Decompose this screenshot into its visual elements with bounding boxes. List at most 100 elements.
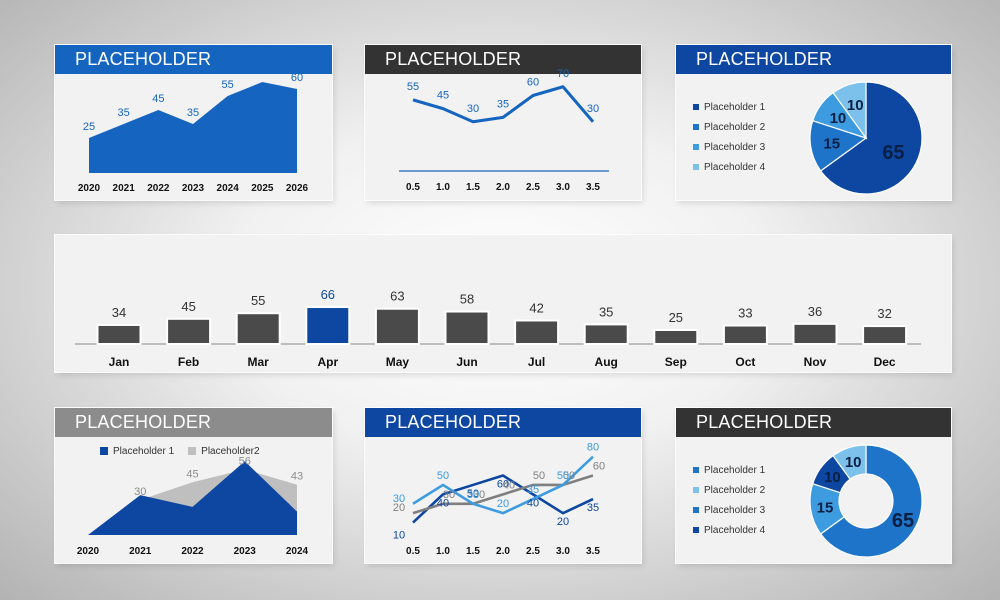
x-tick-label: 3.5 bbox=[586, 546, 600, 557]
bar bbox=[444, 310, 490, 345]
data-label: 30 bbox=[467, 103, 479, 115]
bar bbox=[305, 306, 351, 345]
x-tick-label: 3.5 bbox=[586, 182, 600, 193]
bar bbox=[792, 322, 838, 345]
data-label: 34 bbox=[112, 305, 126, 320]
x-tick-label: 1.5 bbox=[466, 182, 480, 193]
legend-swatch bbox=[693, 144, 699, 150]
line-series bbox=[412, 455, 594, 515]
data-label: 55 bbox=[407, 81, 419, 93]
bar bbox=[374, 307, 420, 345]
panel-donut-chart: PLACEHOLDER Placeholder 1 Placeholder 2 … bbox=[676, 408, 951, 563]
x-tick-label: Nov bbox=[804, 355, 827, 369]
x-tick-label: 2.5 bbox=[526, 546, 540, 557]
data-label: 60 bbox=[527, 77, 539, 89]
x-tick-label: Mar bbox=[248, 355, 270, 369]
bar-chart: 34 Jan 45 Feb 55 Mar 66 Apr 63 May 58 Jun 42 Jul 35 Aug… bbox=[75, 287, 921, 369]
panel-title: PLACEHOLDER bbox=[55, 45, 332, 74]
x-tick-label: 2021 bbox=[129, 546, 152, 557]
panel-title: PLACEHOLDER bbox=[55, 408, 332, 437]
data-label: 20 bbox=[283, 517, 295, 529]
slice-label: 10 bbox=[830, 110, 847, 127]
slice-label: 65 bbox=[882, 142, 904, 164]
pie-slice bbox=[809, 119, 868, 172]
data-label: 42 bbox=[529, 300, 543, 315]
bar bbox=[862, 325, 908, 346]
legend-item: Placeholder 4 bbox=[693, 520, 765, 540]
data-label: 25 bbox=[83, 121, 95, 133]
legend-label: Placeholder 1 bbox=[704, 464, 766, 476]
data-label: 30 bbox=[134, 486, 146, 498]
data-label: 32 bbox=[877, 306, 891, 321]
data-label: 56 bbox=[239, 455, 251, 467]
legend-item: Placeholder 4 bbox=[693, 157, 765, 177]
legend-label: Placeholder 4 bbox=[704, 161, 766, 173]
legend-label: Placeholder 4 bbox=[704, 524, 766, 536]
data-label: 36 bbox=[808, 304, 822, 319]
x-tick-label: Dec bbox=[874, 355, 896, 369]
area-chart: 25 2020 35 2021 45 2022 35 2023 55 2024 65 2025 60 20… bbox=[78, 65, 309, 194]
data-label: 66 bbox=[321, 287, 335, 302]
panel-line-chart: PLACEHOLDER 55 0.5 45 1.0 30 1.5 35 2.0 60 2.5 70 3… bbox=[365, 45, 641, 200]
panel-title: PLACEHOLDER bbox=[365, 45, 641, 74]
data-label: 60 bbox=[291, 72, 303, 84]
slice-label: 10 bbox=[824, 469, 841, 486]
legend-label: Placeholder 2 bbox=[704, 484, 766, 496]
x-tick-label: Sep bbox=[665, 355, 687, 369]
x-tick-label: 0.5 bbox=[406, 182, 420, 193]
x-tick-label: 2026 bbox=[286, 183, 309, 194]
data-label: 20 bbox=[497, 498, 509, 510]
pie-legend: Placeholder 1 Placeholder 2 Placeholder … bbox=[693, 97, 765, 177]
data-label: 50 bbox=[533, 470, 545, 482]
data-label: 35 bbox=[497, 98, 509, 110]
x-tick-label: Jun bbox=[456, 355, 477, 369]
bar bbox=[96, 323, 142, 345]
x-tick-label: 2.5 bbox=[526, 182, 540, 193]
data-label: 30 bbox=[393, 493, 405, 505]
donut-legend: Placeholder 1 Placeholder 2 Placeholder … bbox=[693, 460, 765, 540]
data-label: 33 bbox=[738, 306, 752, 321]
legend-swatch bbox=[693, 527, 699, 533]
slice-label: 15 bbox=[823, 136, 840, 153]
x-tick-label: 3.0 bbox=[556, 546, 570, 557]
data-label: 40 bbox=[437, 497, 449, 509]
x-tick-label: 2020 bbox=[77, 546, 100, 557]
bar bbox=[583, 323, 629, 346]
data-label: 34 bbox=[134, 500, 146, 512]
x-tick-label: May bbox=[386, 355, 410, 369]
data-label: 55 bbox=[251, 293, 265, 308]
data-label: 45 bbox=[181, 299, 195, 314]
data-label: 20 bbox=[557, 516, 569, 528]
panel-multi-line-chart: PLACEHOLDER 10 40 50 60 40 20 35 20 30 30 40 50 50 60… bbox=[365, 408, 641, 563]
data-label: 30 bbox=[443, 489, 455, 501]
data-label: 45 bbox=[186, 468, 198, 480]
slice-label: 10 bbox=[847, 97, 864, 114]
data-label: 35 bbox=[599, 304, 613, 319]
pie-slice bbox=[832, 444, 867, 480]
slice-label: 65 bbox=[892, 510, 914, 532]
x-tick-label: 3.0 bbox=[556, 182, 570, 193]
area-series bbox=[88, 461, 297, 535]
x-tick-label: Jan bbox=[109, 355, 130, 369]
bar bbox=[514, 319, 560, 346]
legend-item: Placeholder2 bbox=[188, 444, 260, 458]
data-label: 10 bbox=[393, 530, 405, 542]
x-tick-label: 2.0 bbox=[496, 546, 510, 557]
legend-swatch bbox=[693, 487, 699, 493]
legend-label: Placeholder2 bbox=[201, 445, 260, 457]
x-tick-label: Oct bbox=[735, 355, 755, 369]
data-label: 63 bbox=[239, 466, 251, 478]
data-label: 43 bbox=[291, 471, 303, 483]
x-tick-label: 0.5 bbox=[406, 546, 420, 557]
bar bbox=[722, 324, 768, 345]
legend-label: Placeholder 2 bbox=[704, 121, 766, 133]
data-label: 60 bbox=[593, 461, 605, 473]
bar bbox=[235, 312, 281, 345]
legend-label: Placeholder 1 bbox=[113, 445, 175, 457]
data-label: 30 bbox=[473, 489, 485, 501]
data-label: 40 bbox=[503, 479, 515, 491]
x-tick-label: 2023 bbox=[234, 546, 257, 557]
data-label: 35 bbox=[118, 107, 130, 119]
